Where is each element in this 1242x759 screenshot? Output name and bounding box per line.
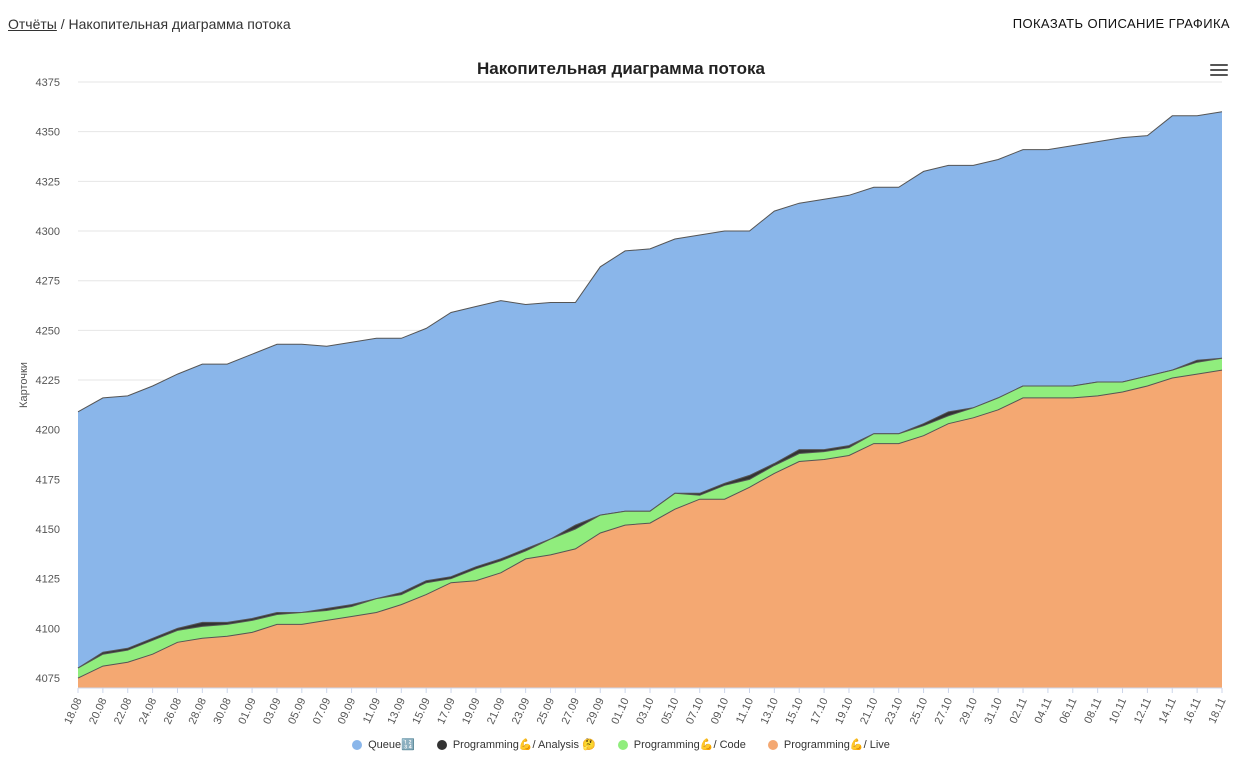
y-tick-label: 4200	[36, 425, 60, 437]
x-tick-label: 13.10	[759, 696, 782, 726]
y-tick-label: 4125	[36, 574, 60, 586]
chart-legend: Queue🔢 Programming💪/ Analysis 🤔 Programmin…	[0, 738, 1242, 751]
legend-item[interactable]: Programming💪/ Analysis 🤔	[436, 738, 596, 751]
breadcrumb: Отчёты / Накопительная диаграмма потока	[8, 16, 291, 32]
x-tick-label: 26.08	[162, 696, 185, 726]
legend-item[interactable]: Programming💪/ Code	[617, 738, 746, 751]
x-tick-label: 14.11	[1157, 696, 1179, 725]
y-tick-label: 4375	[36, 77, 60, 89]
x-tick-label: 09.10	[709, 696, 732, 726]
show-description-button[interactable]: ПОКАЗАТЬ ОПИСАНИЕ ГРАФИКА	[1012, 16, 1230, 31]
x-tick-label: 27.10	[933, 696, 956, 726]
y-tick-label: 4275	[36, 276, 60, 288]
x-tick-label: 18.11	[1207, 696, 1229, 725]
x-tick-label: 02.11	[1008, 696, 1030, 725]
y-tick-label: 4150	[36, 524, 60, 536]
y-axis-label: Карточки	[18, 362, 30, 408]
x-tick-label: 10.11	[1107, 696, 1129, 725]
x-tick-label: 17.10	[808, 696, 831, 726]
legend-dot-icon	[436, 739, 447, 750]
x-tick-label: 15.10	[783, 696, 806, 726]
x-tick-label: 19.09	[460, 696, 483, 726]
x-tick-label: 25.10	[908, 696, 931, 726]
x-tick-label: 01.10	[609, 696, 632, 726]
x-tick-label: 13.09	[386, 696, 409, 726]
x-tick-label: 19.10	[833, 696, 856, 726]
x-tick-label: 31.10	[982, 696, 1005, 726]
x-tick-label: 21.09	[485, 696, 508, 726]
y-tick-label: 4325	[36, 176, 60, 188]
series-area-3[interactable]	[78, 370, 1222, 688]
x-tick-label: 05.09	[286, 696, 309, 726]
y-tick-label: 4175	[36, 474, 60, 486]
x-tick-label: 27.09	[560, 696, 583, 726]
x-tick-label: 01.09	[236, 696, 259, 726]
x-tick-label: 29.10	[958, 696, 981, 726]
legend-label: Queue🔢	[368, 739, 415, 751]
x-tick-label: 12.11	[1132, 696, 1154, 725]
x-tick-label: 08.11	[1082, 696, 1104, 725]
legend-label: Programming💪/ Live	[783, 739, 890, 751]
x-tick-label: 04.11	[1032, 696, 1054, 725]
x-tick-label: 05.10	[659, 696, 682, 726]
x-tick-label: 03.09	[261, 696, 284, 726]
x-tick-label: 30.08	[211, 696, 234, 726]
x-tick-label: 29.09	[584, 696, 607, 726]
series-line-0	[77, 111, 1223, 413]
legend-label: Programming💪/ Code	[633, 739, 746, 751]
series-line-2	[77, 357, 1223, 669]
series-line-3	[77, 369, 1223, 679]
legend-dot-icon	[767, 739, 778, 750]
x-tick-label: 11.09	[361, 696, 383, 725]
x-tick-label: 07.09	[311, 696, 334, 726]
y-tick-label: 4225	[36, 375, 60, 387]
hamburger-menu-icon[interactable]	[1210, 64, 1228, 78]
x-tick-label: 15.09	[410, 696, 433, 726]
y-tick-label: 4350	[36, 127, 60, 139]
x-tick-label: 16.11	[1182, 696, 1204, 725]
x-tick-label: 07.10	[684, 696, 707, 726]
x-tick-label: 28.08	[187, 696, 210, 726]
x-tick-label: 20.08	[87, 696, 110, 726]
y-tick-label: 4300	[36, 226, 60, 238]
x-tick-label: 22.08	[112, 696, 135, 726]
breadcrumb-separator: /	[56, 16, 69, 32]
x-tick-label: 06.11	[1057, 696, 1079, 725]
x-tick-label: 21.10	[858, 696, 881, 726]
chart-title: Накопительная диаграмма потока	[477, 59, 765, 78]
x-tick-label: 03.10	[634, 696, 657, 726]
x-tick-label: 11.10	[734, 696, 756, 725]
legend-label: Programming💪/ Analysis 🤔	[452, 739, 596, 751]
legend-item[interactable]: Programming💪/ Live	[767, 738, 890, 751]
x-tick-label: 18.08	[62, 696, 85, 726]
x-tick-label: 09.09	[336, 696, 359, 726]
x-tick-label: 23.09	[510, 696, 533, 726]
y-tick-label: 4250	[36, 325, 60, 337]
x-tick-label: 23.10	[883, 696, 906, 726]
x-tick-label: 17.09	[435, 696, 458, 726]
breadcrumb-current: Накопительная диаграмма потока	[68, 16, 291, 32]
x-tick-label: 24.08	[137, 696, 160, 726]
legend-item[interactable]: Queue🔢	[352, 738, 415, 751]
legend-dot-icon	[617, 739, 628, 750]
breadcrumb-reports-link[interactable]: Отчёты	[8, 16, 57, 32]
y-tick-label: 4100	[36, 623, 60, 635]
legend-dot-icon	[352, 739, 363, 750]
y-tick-label: 4075	[36, 673, 60, 685]
x-tick-label: 25.09	[535, 696, 558, 726]
